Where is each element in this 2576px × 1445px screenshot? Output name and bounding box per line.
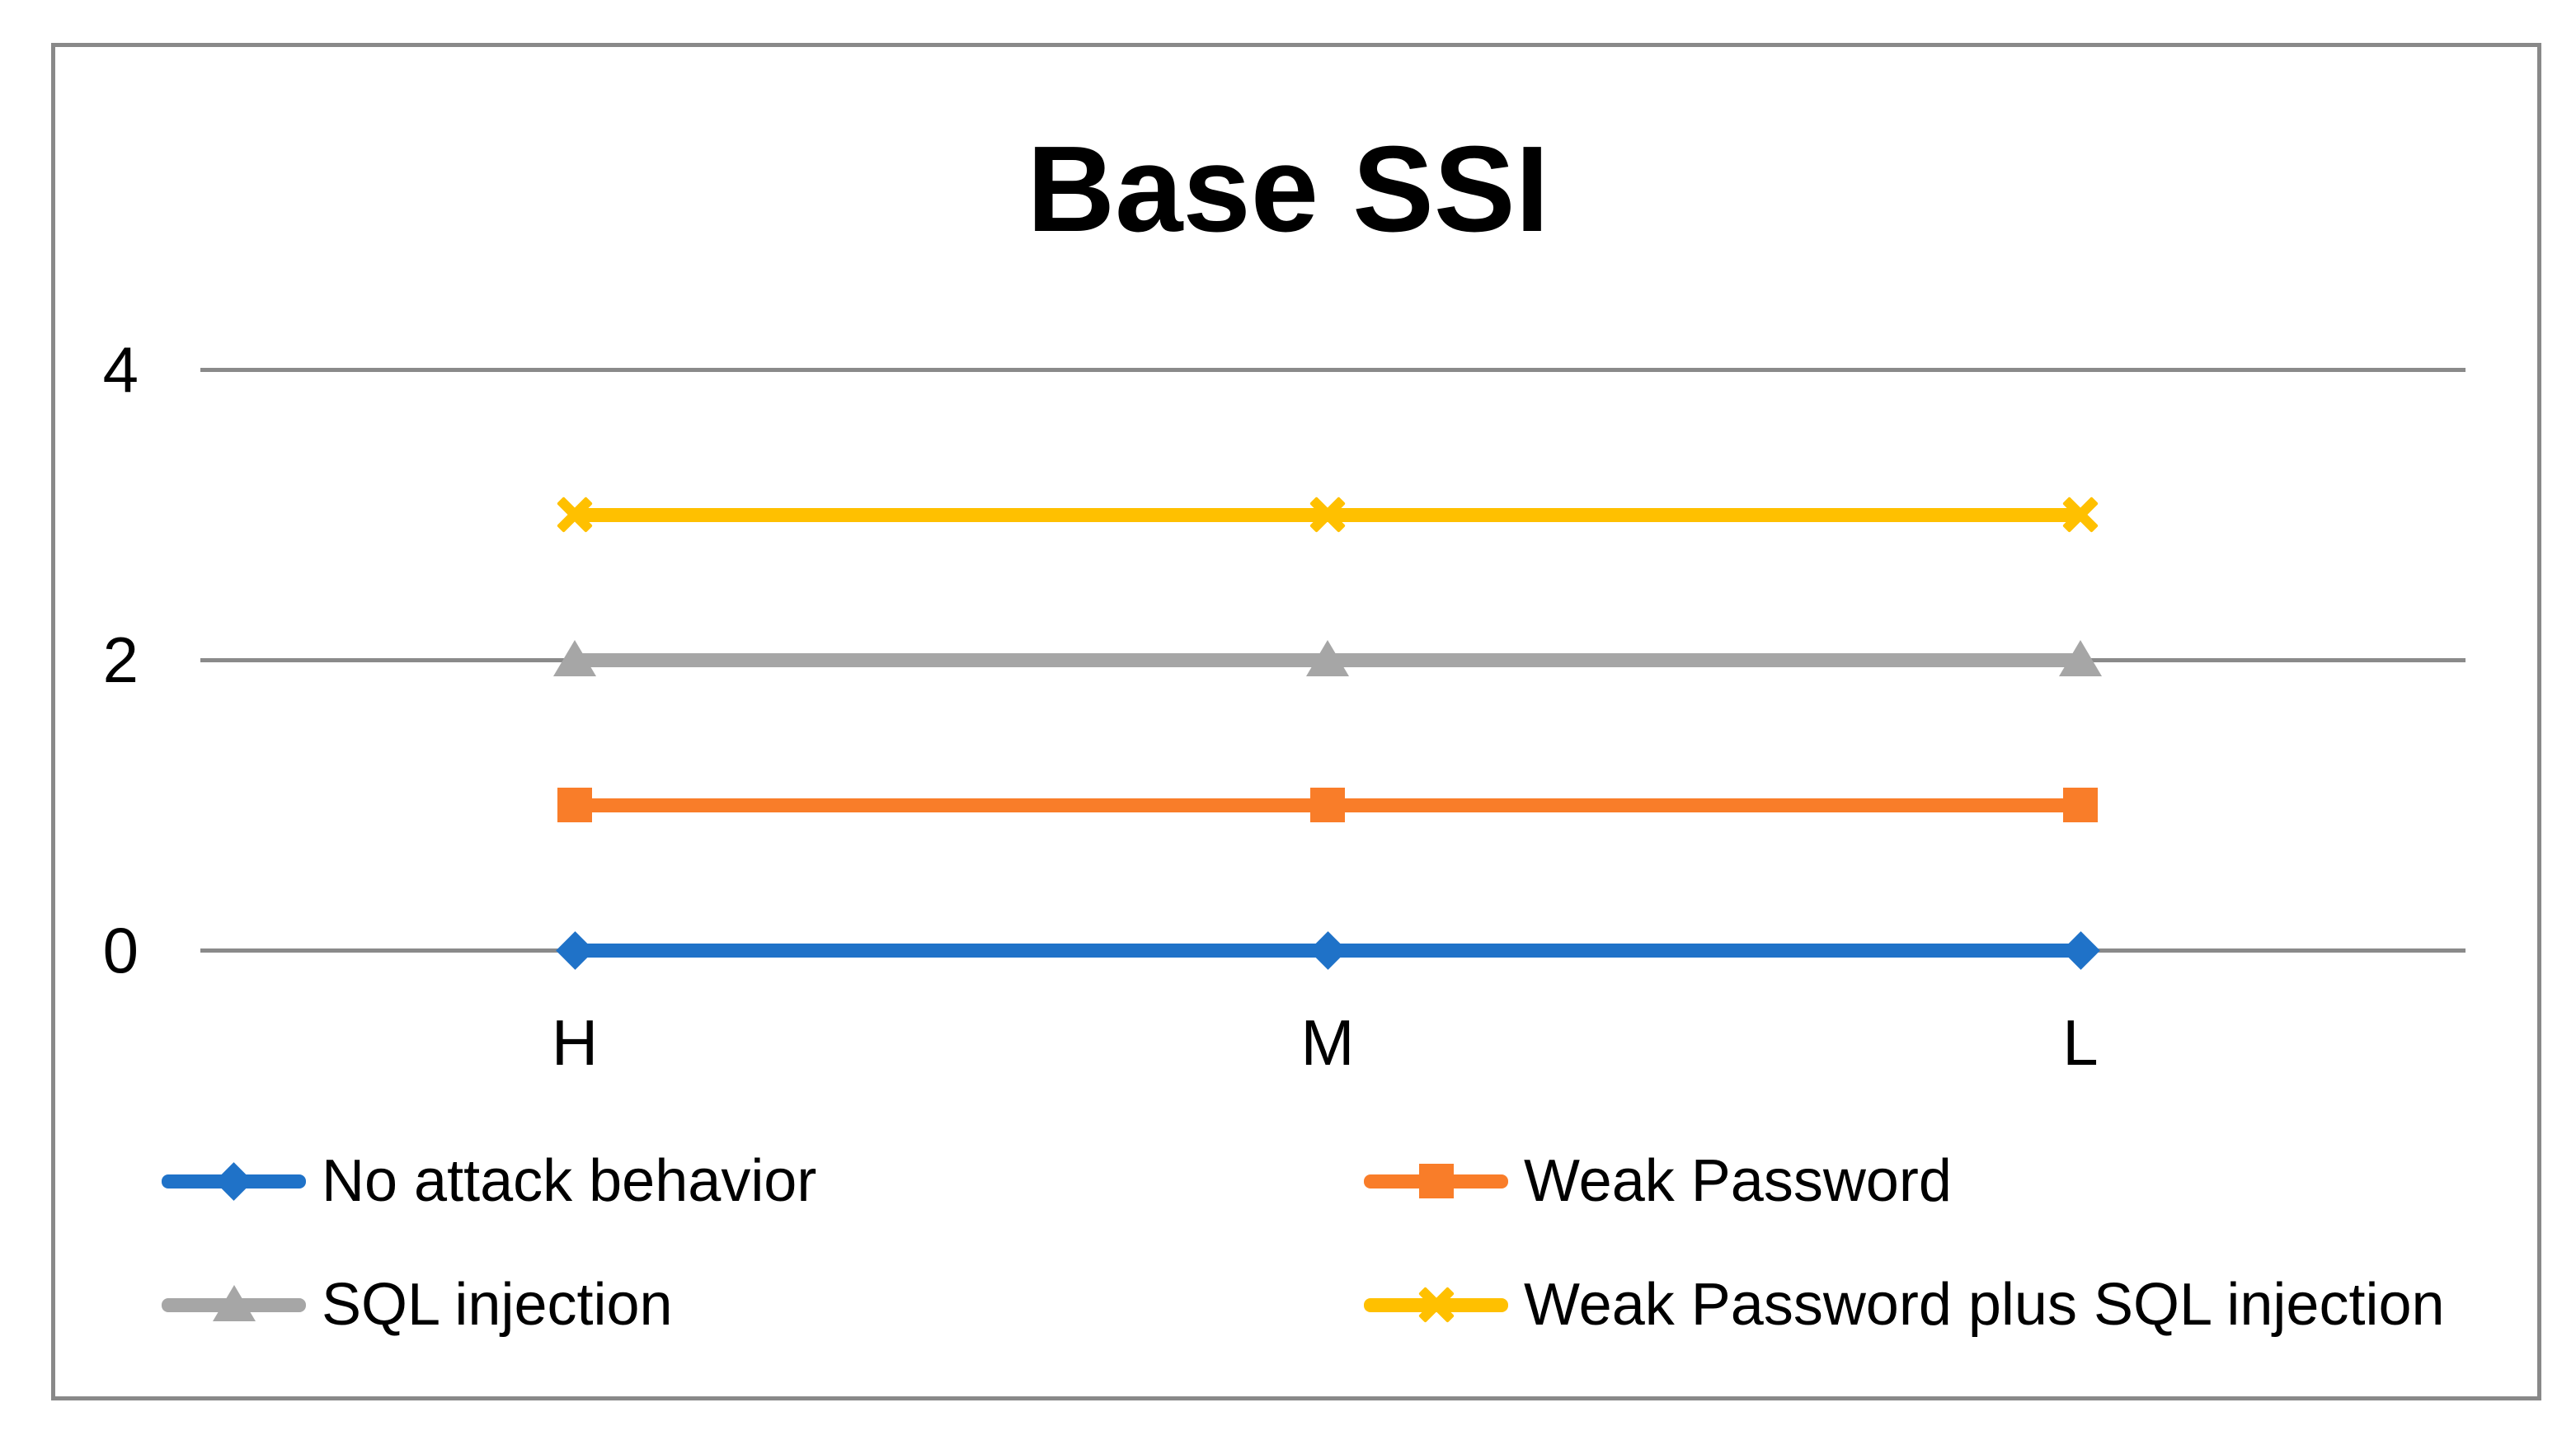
square-marker	[1418, 1164, 1454, 1198]
legend-label: Weak Password	[1524, 1148, 1952, 1214]
y-tick-label: 0	[102, 914, 139, 986]
y-tick-label: 2	[102, 624, 139, 696]
legend-label: SQL injection	[322, 1272, 673, 1338]
x-tick-label: L	[2062, 1006, 2099, 1079]
triangle-marker	[212, 1285, 256, 1321]
gridline	[200, 368, 2466, 372]
square-marker	[2063, 788, 2098, 822]
x-marker	[1416, 1284, 1457, 1325]
y-tick-label: 4	[102, 333, 139, 406]
chart-title: Base SSI	[1027, 121, 1549, 257]
x-tick-label: M	[1300, 1006, 1355, 1079]
square-marker	[557, 788, 592, 822]
triangle-marker	[553, 640, 596, 676]
triangle-marker	[2059, 640, 2102, 676]
diamond-marker	[214, 1161, 253, 1201]
x-tick-label: H	[551, 1006, 599, 1079]
chart-frame	[51, 43, 2541, 1400]
legend-label: No attack behavior	[322, 1148, 817, 1214]
square-marker	[1310, 788, 1345, 822]
legend-label: Weak Password plus SQL injection	[1524, 1272, 2445, 1338]
triangle-marker	[1306, 640, 1349, 676]
